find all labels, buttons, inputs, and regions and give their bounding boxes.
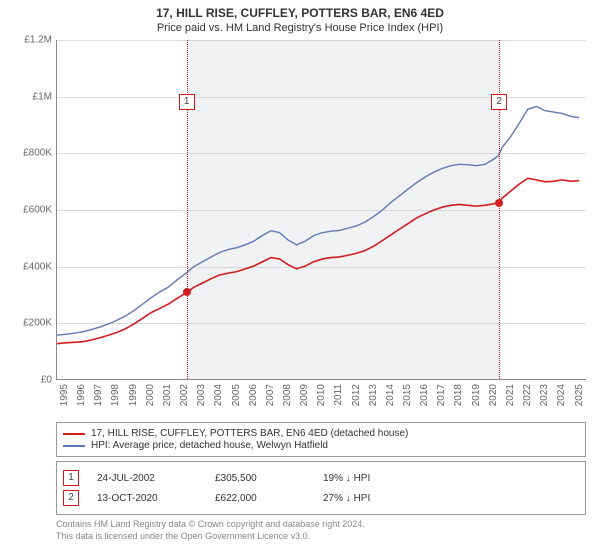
event-marker: 2 xyxy=(491,94,507,110)
legend-item: 17, HILL RISE, CUFFLEY, POTTERS BAR, EN6… xyxy=(63,428,579,439)
x-tick-label: 2024 xyxy=(556,384,567,406)
x-tick-label: 2005 xyxy=(231,384,242,406)
y-tick-label: £400K xyxy=(23,261,52,272)
plot-area: 12 xyxy=(56,40,586,380)
y-tick-label: £1M xyxy=(33,91,52,102)
x-tick-label: 2003 xyxy=(196,384,207,406)
x-tick-label: 1996 xyxy=(76,384,87,406)
sale-point xyxy=(183,288,191,296)
x-tick-label: 1998 xyxy=(110,384,121,406)
x-tick-label: 2019 xyxy=(471,384,482,406)
x-tick-label: 2023 xyxy=(539,384,550,406)
footer-line-2: This data is licensed under the Open Gov… xyxy=(56,531,586,543)
x-tick-label: 2022 xyxy=(522,384,533,406)
x-tick-label: 2007 xyxy=(265,384,276,406)
legend-label: 17, HILL RISE, CUFFLEY, POTTERS BAR, EN6… xyxy=(91,428,408,439)
x-tick-label: 2001 xyxy=(162,384,173,406)
event-marker: 1 xyxy=(179,94,195,110)
x-tick-label: 2006 xyxy=(248,384,259,406)
x-tick-label: 2008 xyxy=(282,384,293,406)
x-tick-label: 2021 xyxy=(505,384,516,406)
sale-point xyxy=(495,199,503,207)
y-tick-label: £200K xyxy=(23,318,52,329)
chart: £0£200K£400K£600K£800K£1M£1.2M 12 199519… xyxy=(10,40,590,420)
transaction-price: £622,000 xyxy=(215,493,305,504)
transaction-delta: 19% ↓ HPI xyxy=(323,473,370,484)
x-tick-label: 2017 xyxy=(436,384,447,406)
x-tick-label: 2015 xyxy=(402,384,413,406)
y-tick-label: £800K xyxy=(23,148,52,159)
legend: 17, HILL RISE, CUFFLEY, POTTERS BAR, EN6… xyxy=(56,422,586,457)
transaction-marker: 2 xyxy=(63,490,79,506)
legend-swatch xyxy=(63,445,85,447)
x-tick-label: 2020 xyxy=(488,384,499,406)
x-tick-label: 1997 xyxy=(93,384,104,406)
x-tick-label: 2025 xyxy=(574,384,585,406)
transaction-table: 1 24-JUL-2002 £305,500 19% ↓ HPI 2 13-OCT-202… xyxy=(56,461,586,515)
transaction-marker: 1 xyxy=(63,470,79,486)
chart-title: 17, HILL RISE, CUFFLEY, POTTERS BAR, EN6… xyxy=(10,6,590,20)
x-tick-label: 2014 xyxy=(385,384,396,406)
footer: Contains HM Land Registry data © Crown c… xyxy=(56,519,586,542)
y-axis: £0£200K£400K£600K£800K£1M£1.2M xyxy=(10,40,56,380)
transaction-date: 13-OCT-2020 xyxy=(97,493,197,504)
transaction-row: 1 24-JUL-2002 £305,500 19% ↓ HPI xyxy=(63,470,579,486)
series-line xyxy=(57,106,579,335)
transaction-date: 24-JUL-2002 xyxy=(97,473,197,484)
transaction-delta: 27% ↓ HPI xyxy=(323,493,370,504)
transaction-price: £305,500 xyxy=(215,473,305,484)
chart-subtitle: Price paid vs. HM Land Registry's House … xyxy=(10,22,590,34)
x-tick-label: 2000 xyxy=(145,384,156,406)
x-tick-label: 2016 xyxy=(419,384,430,406)
footer-line-1: Contains HM Land Registry data © Crown c… xyxy=(56,519,586,531)
x-tick-label: 1995 xyxy=(59,384,70,406)
transaction-row: 2 13-OCT-2020 £622,000 27% ↓ HPI xyxy=(63,490,579,506)
series-svg xyxy=(57,40,586,379)
x-tick-label: 1999 xyxy=(128,384,139,406)
x-tick-label: 2018 xyxy=(453,384,464,406)
legend-item: HPI: Average price, detached house, Welw… xyxy=(63,440,579,451)
x-tick-label: 2002 xyxy=(179,384,190,406)
y-tick-label: £600K xyxy=(23,205,52,216)
x-tick-label: 2012 xyxy=(351,384,362,406)
x-axis: 1995 1996 1997 1998 1999 2000 2001 2002 2003 2004… xyxy=(56,380,586,420)
x-tick-label: 2013 xyxy=(368,384,379,406)
x-tick-label: 2009 xyxy=(299,384,310,406)
x-tick-label: 2004 xyxy=(213,384,224,406)
x-tick-label: 2010 xyxy=(316,384,327,406)
legend-label: HPI: Average price, detached house, Welw… xyxy=(91,440,328,451)
y-tick-label: £1.2M xyxy=(24,35,52,46)
x-tick-label: 2011 xyxy=(333,384,344,406)
y-tick-label: £0 xyxy=(41,375,52,386)
legend-swatch xyxy=(63,433,85,435)
